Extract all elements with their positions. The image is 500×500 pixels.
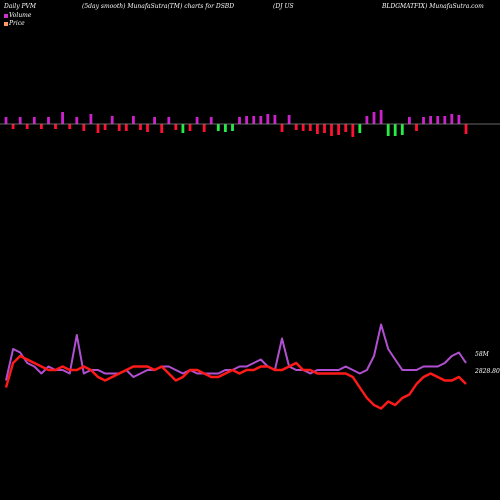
pvm-bar xyxy=(330,124,333,136)
pvm-bar xyxy=(259,116,263,124)
pvm-bar xyxy=(117,124,121,131)
pvm-bar xyxy=(273,115,277,124)
pvm-bar xyxy=(408,117,411,124)
pvm-bar xyxy=(422,117,425,124)
price-line xyxy=(4,354,467,410)
pvm-bar xyxy=(429,116,432,124)
pvm-bar xyxy=(280,124,284,132)
pvm-bar xyxy=(379,110,383,124)
pvm-bar xyxy=(358,124,362,133)
pvm-bar xyxy=(160,124,164,133)
pvm-bar xyxy=(415,124,418,131)
pvm-bar xyxy=(351,124,355,137)
price-value-label: 2828.80 xyxy=(475,368,500,375)
pvm-bar xyxy=(132,116,135,124)
pvm-bar xyxy=(238,117,241,124)
pvm-bar xyxy=(61,112,64,124)
pvm-bar xyxy=(174,124,178,130)
pvm-bar xyxy=(18,117,22,124)
pvm-bar xyxy=(301,124,305,131)
volume-swatch xyxy=(4,13,8,18)
pvm-bar xyxy=(252,116,256,124)
pvm-bar xyxy=(202,124,206,132)
legend-price: Price xyxy=(4,20,25,27)
pvm-bar xyxy=(316,124,319,134)
pvm-bar xyxy=(146,124,149,132)
pvm-bar xyxy=(167,117,171,124)
pvm-bar xyxy=(4,117,8,124)
pvm-bar xyxy=(82,124,86,131)
pvm-bar xyxy=(124,124,128,131)
pvm-bar xyxy=(96,124,100,133)
pvm-bar xyxy=(287,115,291,124)
pvm-bar xyxy=(25,124,29,129)
pvm-bar xyxy=(231,124,234,131)
pvm-bar xyxy=(153,117,156,124)
pvm-bar xyxy=(68,124,72,129)
pvm-bar xyxy=(139,124,142,130)
pvm-bar xyxy=(436,116,440,124)
legend-volume: Volume xyxy=(4,12,31,19)
pvm-bar xyxy=(344,124,348,132)
chart-name-label: Daily PVM xyxy=(4,3,37,10)
pvm-bar xyxy=(323,124,326,133)
pvm-bar xyxy=(224,124,227,132)
pvm-bar xyxy=(372,112,376,124)
site-label: BLDGMATFIX) MunafaSutra.com xyxy=(382,3,484,10)
pvm-bar xyxy=(457,115,461,124)
pvm-bar xyxy=(47,117,50,124)
pvm-bar xyxy=(365,116,369,124)
pvm-bar xyxy=(188,124,192,131)
pvm-bar xyxy=(308,124,312,131)
chart-title: (5day smooth) MunafaSutra(TM) charts for… xyxy=(82,3,235,10)
pvm-bar xyxy=(89,114,93,124)
bar-series xyxy=(4,110,468,137)
pvm-bar xyxy=(266,114,270,124)
pvm-bar xyxy=(75,117,79,124)
pvm-bar xyxy=(294,124,298,130)
pvm-bar xyxy=(400,124,404,135)
pvm-bar xyxy=(386,124,390,136)
legend-price-label: Price xyxy=(9,20,25,27)
pvm-bar xyxy=(209,117,213,124)
volume-value-label: 58M xyxy=(475,351,489,358)
legend-volume-label: Volume xyxy=(9,12,32,19)
symbol-group-label: (DJ US xyxy=(273,3,294,10)
pvm-bar xyxy=(54,124,57,129)
pvm-bar xyxy=(181,124,185,133)
line-series xyxy=(4,323,467,410)
pvm-bar xyxy=(443,116,447,124)
pvm-bar xyxy=(103,124,107,130)
pvm-bar xyxy=(216,124,220,131)
pvm-bar xyxy=(245,116,248,124)
price-swatch xyxy=(4,21,8,26)
pvm-bar xyxy=(40,124,43,129)
pvm-bar xyxy=(195,117,199,124)
pvm-bar xyxy=(32,117,36,124)
pvm-bar xyxy=(11,124,15,129)
pvm-bar xyxy=(450,114,454,124)
pvm-bar xyxy=(110,116,114,124)
pvm-bar xyxy=(393,124,397,136)
pvm-bar xyxy=(337,124,340,135)
pvm-bar xyxy=(464,124,468,134)
